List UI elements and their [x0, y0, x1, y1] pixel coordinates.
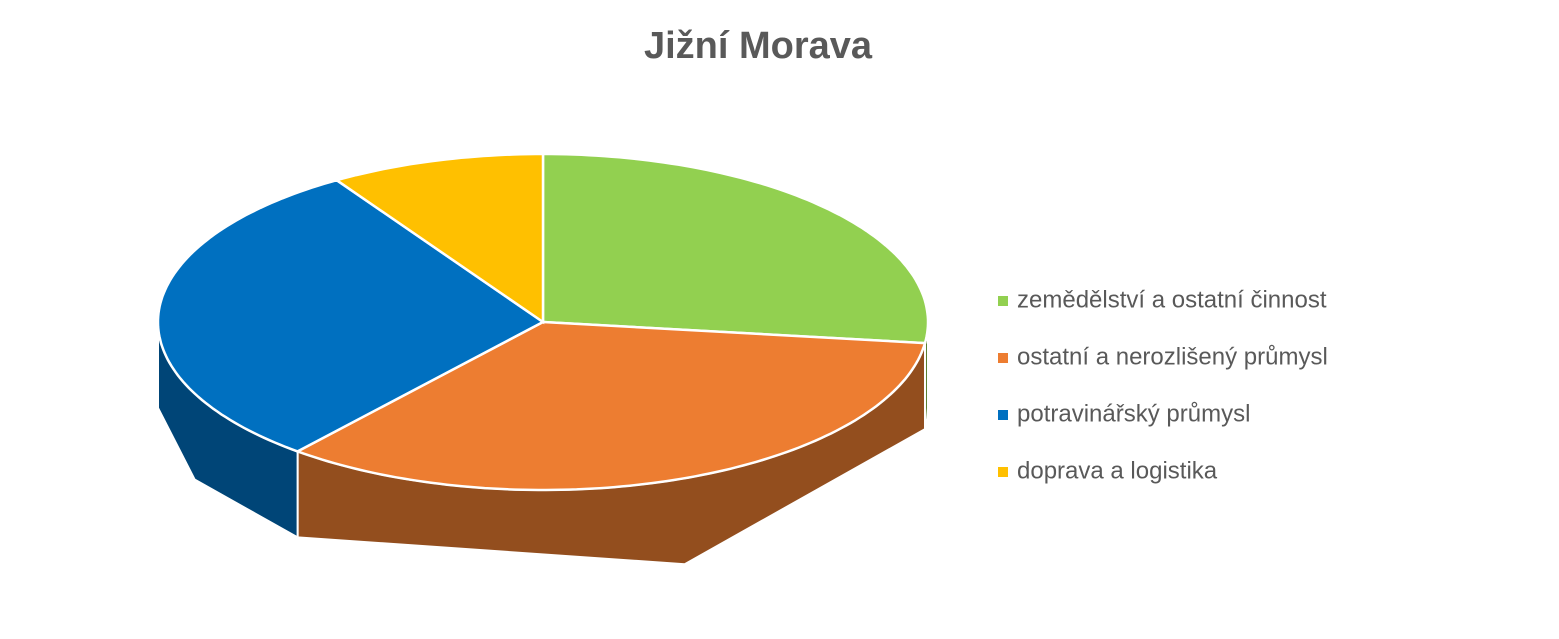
legend-label: zemědělství a ostatní činnost: [1017, 286, 1327, 313]
slice: [294, 320, 927, 492]
legend-label: ostatní a nerozlišený průmysl: [1017, 343, 1328, 370]
slice: [156, 178, 546, 453]
legend: zemědělství a ostatní činnost ostatní a n…: [998, 286, 1328, 484]
pie: [156, 152, 930, 566]
legend-label: doprava a logistika: [1017, 457, 1218, 484]
legend-swatch: [998, 296, 1008, 306]
legend-swatch: [998, 410, 1008, 420]
legend-label: potravinářský průmysl: [1017, 400, 1250, 427]
legend-swatch: [998, 353, 1008, 363]
chart-title: Jižní Morava: [644, 25, 873, 67]
slice: [541, 152, 930, 345]
slice: [333, 152, 545, 325]
legend-swatch: [998, 467, 1008, 477]
